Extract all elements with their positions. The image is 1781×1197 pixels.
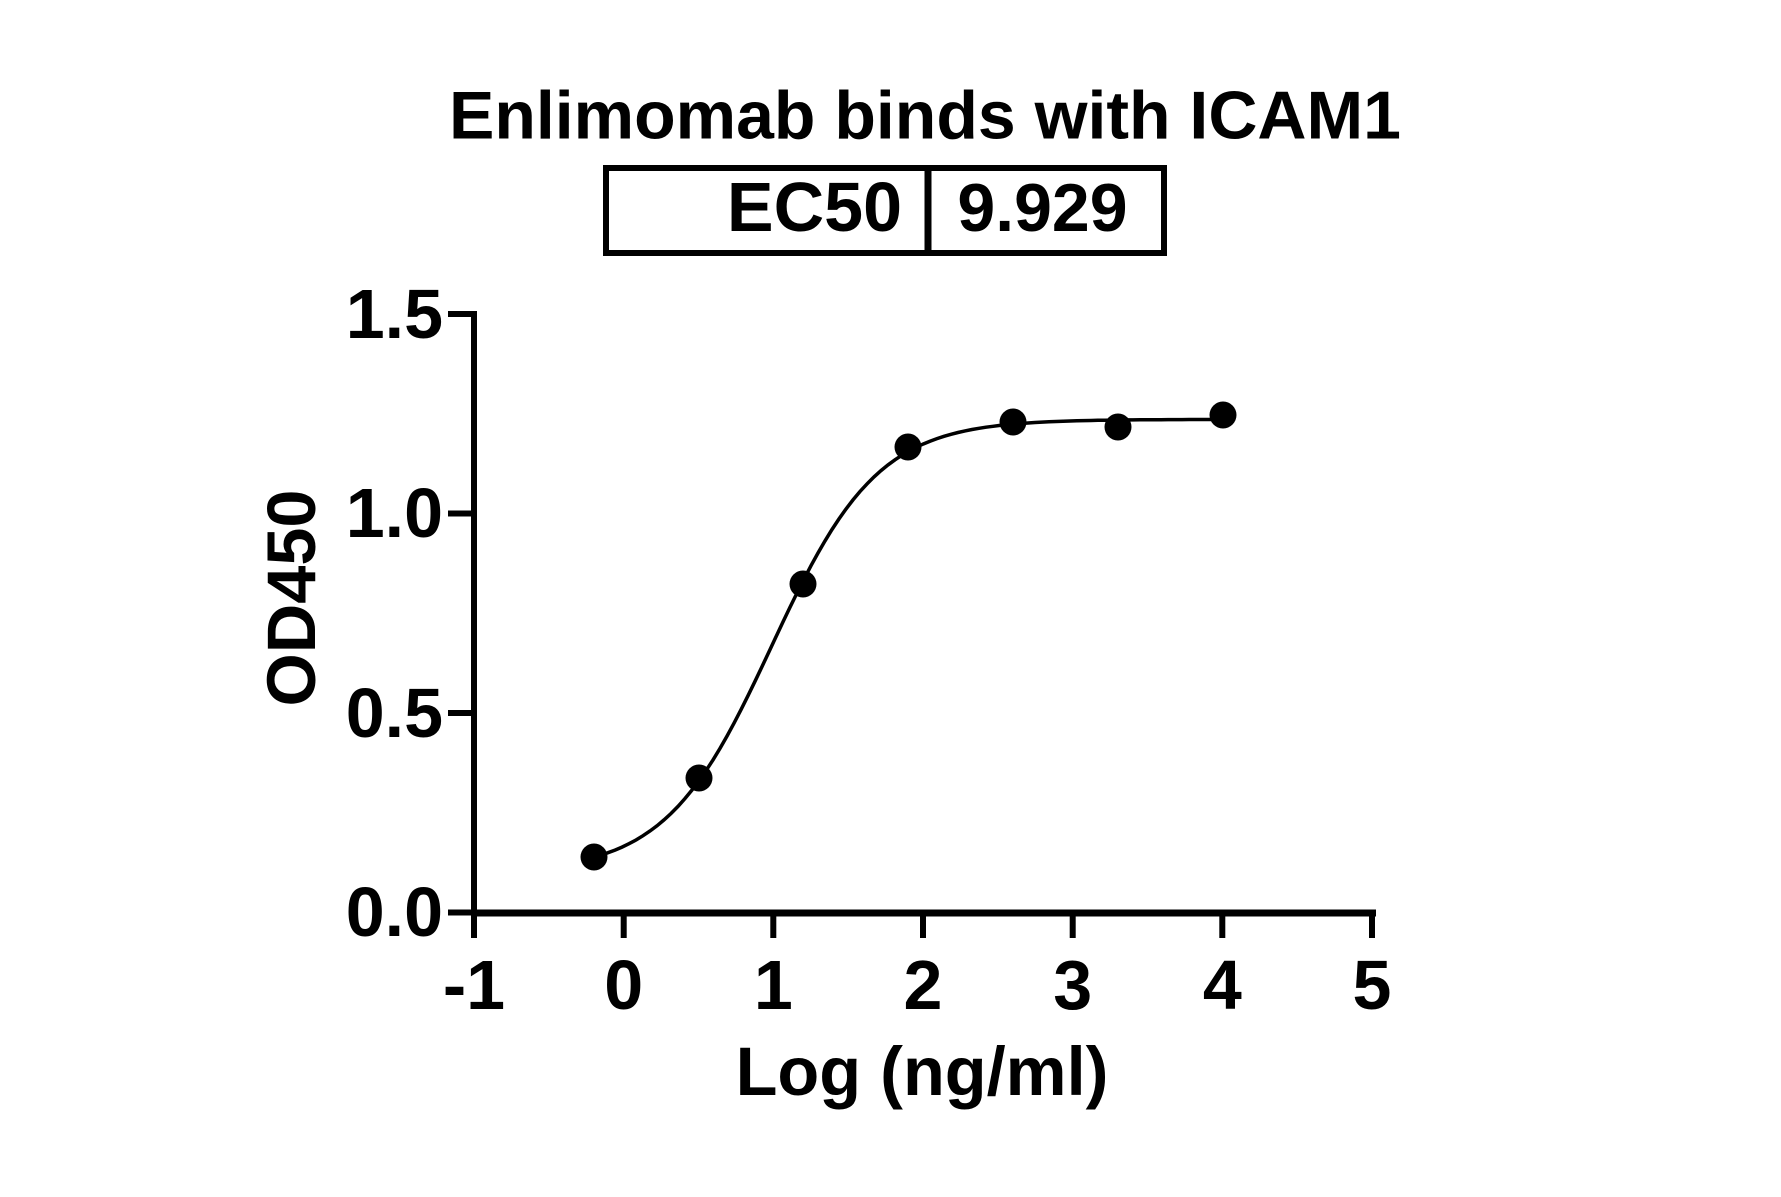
svg-text:2: 2 <box>904 946 943 1024</box>
svg-text:0: 0 <box>604 946 643 1024</box>
svg-text:9.929: 9.929 <box>957 170 1127 246</box>
svg-text:OD450: OD450 <box>253 489 330 706</box>
svg-text:Log (ng/ml): Log (ng/ml) <box>736 1033 1109 1110</box>
svg-text:-1: -1 <box>443 946 505 1024</box>
svg-text:4: 4 <box>1203 946 1242 1024</box>
svg-text:1.5: 1.5 <box>346 275 443 353</box>
svg-text:1: 1 <box>754 946 793 1024</box>
svg-text:0.0: 0.0 <box>346 873 443 951</box>
svg-text:3: 3 <box>1053 946 1092 1024</box>
svg-text:1.0: 1.0 <box>346 474 443 552</box>
svg-text:Enlimomab binds with ICAM1: Enlimomab binds with ICAM1 <box>449 78 1401 154</box>
svg-text:0.5: 0.5 <box>346 674 443 752</box>
svg-text:5: 5 <box>1353 946 1392 1024</box>
svg-text:EC50: EC50 <box>727 168 902 246</box>
